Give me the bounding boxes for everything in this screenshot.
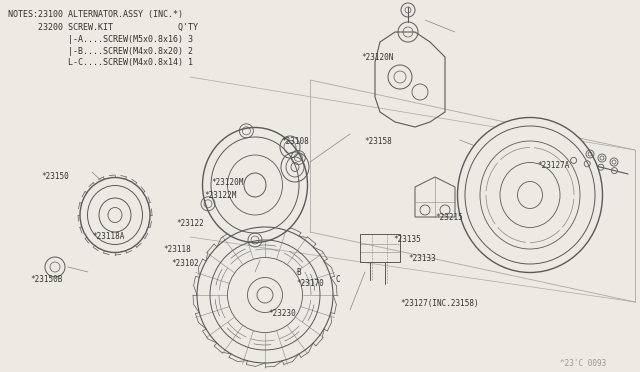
Text: *23230: *23230 bbox=[269, 309, 296, 318]
Ellipse shape bbox=[202, 128, 307, 243]
Bar bbox=[360, 234, 400, 262]
Text: |-B....SCREW(M4x0.8x20) 2: |-B....SCREW(M4x0.8x20) 2 bbox=[8, 46, 193, 55]
Text: *23170: *23170 bbox=[296, 279, 324, 288]
Text: *23150: *23150 bbox=[42, 172, 69, 181]
Text: L-C....SCREW(M4x0.8x14) 1: L-C....SCREW(M4x0.8x14) 1 bbox=[8, 58, 193, 67]
Text: *23122: *23122 bbox=[176, 219, 204, 228]
Text: *23150B: *23150B bbox=[31, 275, 63, 284]
Text: *23135: *23135 bbox=[394, 235, 421, 244]
Text: *23158: *23158 bbox=[365, 137, 392, 146]
Text: 23200 SCREW.KIT             Q'TY: 23200 SCREW.KIT Q'TY bbox=[8, 22, 198, 32]
Text: |-A....SCREW(M5x0.8x16) 3: |-A....SCREW(M5x0.8x16) 3 bbox=[8, 35, 193, 44]
Text: *23120N: *23120N bbox=[362, 53, 394, 62]
Text: *23108: *23108 bbox=[282, 137, 309, 146]
Text: *23215: *23215 bbox=[435, 213, 463, 222]
Text: *23118: *23118 bbox=[163, 245, 191, 254]
Text: B: B bbox=[296, 268, 301, 277]
Text: *23102: *23102 bbox=[172, 259, 199, 267]
Text: *23120M: *23120M bbox=[211, 178, 244, 187]
Text: C: C bbox=[336, 275, 340, 283]
Text: ^23'C 0093: ^23'C 0093 bbox=[560, 359, 606, 369]
Text: *23127A: *23127A bbox=[538, 161, 570, 170]
Text: *23122M: *23122M bbox=[205, 191, 237, 200]
Text: *23133: *23133 bbox=[408, 254, 436, 263]
Ellipse shape bbox=[80, 177, 150, 253]
Text: *23127(INC.23158): *23127(INC.23158) bbox=[400, 299, 479, 308]
Text: NOTES:23100 ALTERNATOR.ASSY (INC.*): NOTES:23100 ALTERNATOR.ASSY (INC.*) bbox=[8, 10, 183, 19]
Text: *23118A: *23118A bbox=[93, 232, 125, 241]
Ellipse shape bbox=[458, 118, 602, 273]
